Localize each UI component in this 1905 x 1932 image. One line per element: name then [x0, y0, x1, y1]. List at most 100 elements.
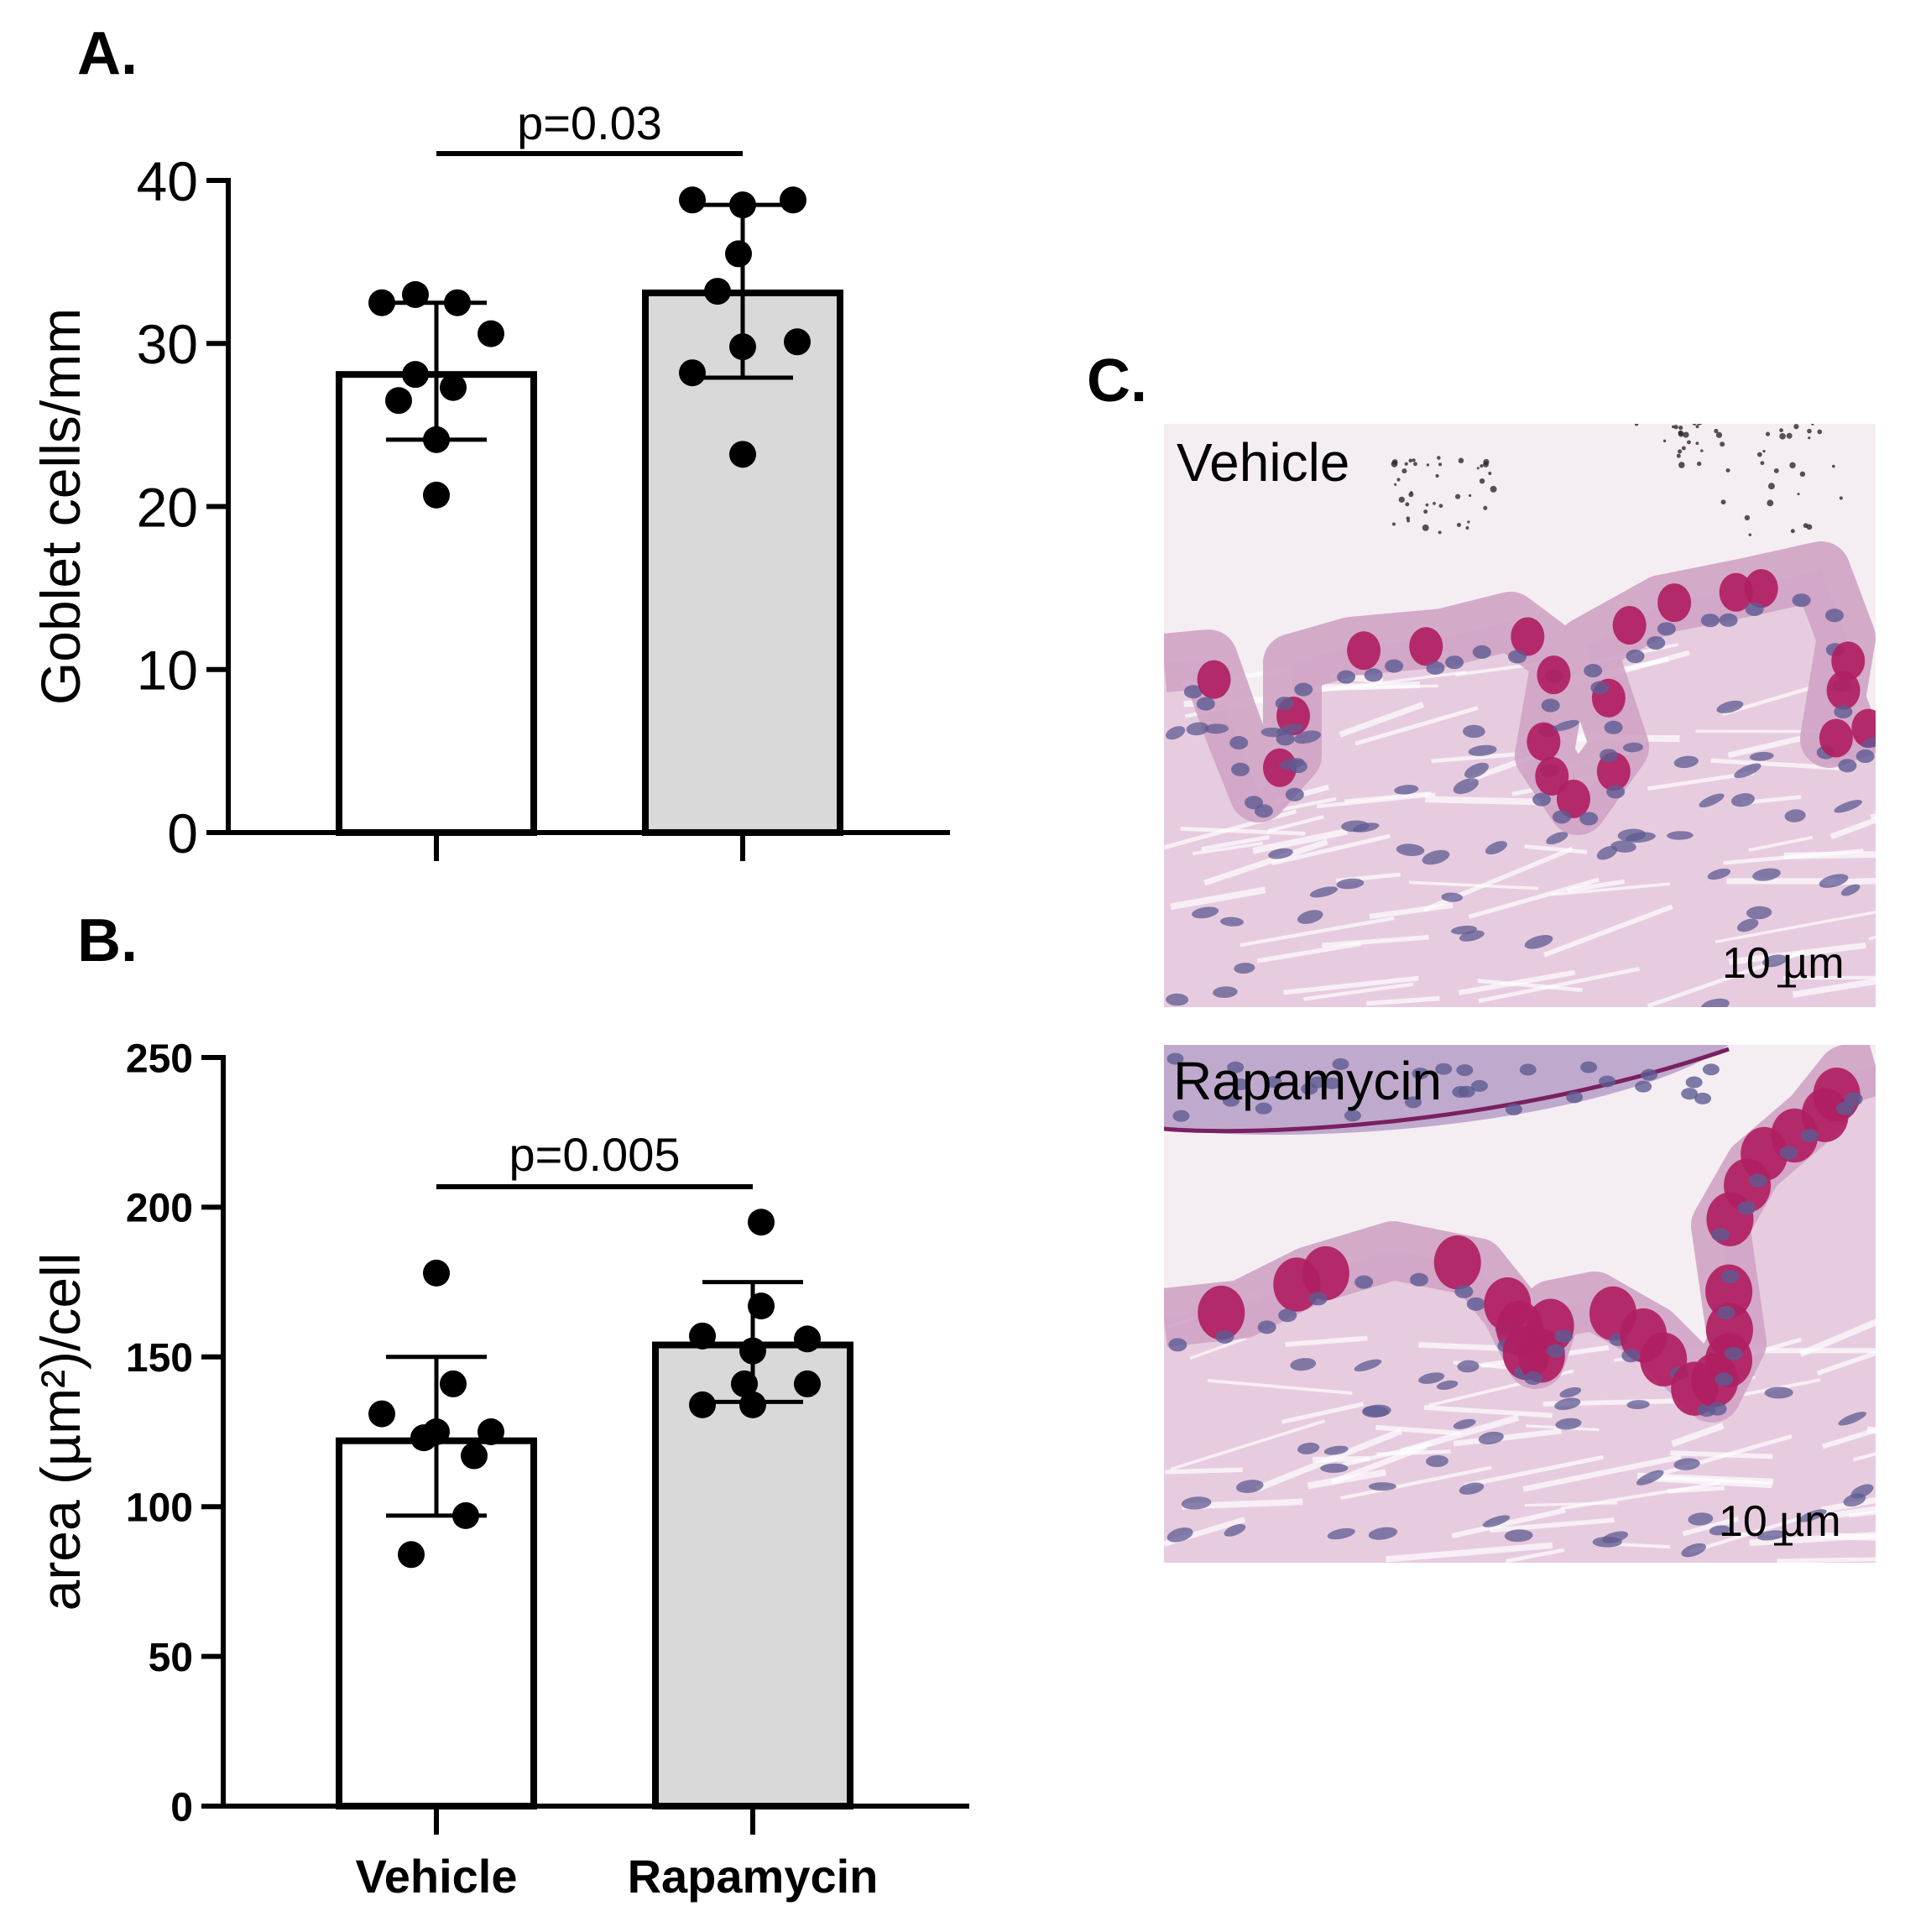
debris-speck — [1744, 514, 1751, 521]
stroma-fibre — [1170, 1419, 1326, 1471]
nucleus — [1748, 1173, 1767, 1188]
stromal-nucleus — [1309, 886, 1339, 898]
debris-speck — [1433, 502, 1436, 505]
y-tick-label: 0 — [170, 1785, 193, 1830]
goblet-cell — [1347, 631, 1381, 671]
debris-speck — [1676, 453, 1681, 458]
data-point-rapamycin — [748, 1292, 775, 1320]
debris-speck — [1695, 425, 1699, 429]
nucleus — [1227, 1061, 1245, 1073]
nucleus — [1657, 622, 1676, 636]
debris-speck — [1398, 496, 1405, 503]
stroma-fibre — [1366, 995, 1440, 1006]
y-tick-label: 100 — [126, 1486, 193, 1530]
debris-speck — [1714, 428, 1719, 434]
stroma-fibre — [1506, 1548, 1565, 1563]
stroma-fibre — [1870, 812, 1876, 820]
debris-speck — [1678, 449, 1683, 454]
nucleus — [1590, 681, 1610, 695]
data-point-rapamycin — [689, 1322, 716, 1350]
stromal-nucleus — [1320, 1463, 1349, 1473]
data-point-rapamycin — [725, 240, 752, 268]
stroma-fibre — [1478, 967, 1641, 1003]
stromal-nucleus — [1418, 1372, 1445, 1384]
nucleus — [1508, 650, 1527, 664]
debris-speck — [1694, 415, 1699, 420]
debris-speck — [1490, 485, 1497, 493]
stromal-nucleus — [1213, 986, 1238, 999]
y-tick-label: 30 — [137, 313, 198, 375]
nucleus — [1323, 1077, 1341, 1089]
debris-speck — [1396, 478, 1401, 482]
stromal-nucleus — [1396, 843, 1425, 856]
goblet-cell — [1831, 641, 1866, 681]
stroma-fibre — [1782, 975, 1876, 980]
stromal-nucleus — [1462, 724, 1485, 739]
stroma-fibre — [1369, 902, 1454, 920]
debris-speck — [1391, 461, 1398, 467]
nucleus — [1285, 787, 1304, 802]
stroma-fibre — [1418, 1342, 1510, 1352]
stromal-nucleus — [1764, 1386, 1793, 1399]
y-tick-label: 250 — [126, 1036, 193, 1081]
stromal-nucleus — [1784, 809, 1806, 822]
stromal-nucleus — [1716, 700, 1744, 713]
stroma-fibre — [1671, 1423, 1725, 1448]
goblet-cell — [1612, 606, 1647, 645]
debris-speck — [1697, 461, 1702, 467]
stromal-nucleus — [1234, 963, 1255, 974]
nucleus — [1505, 1103, 1522, 1115]
debris-speck — [1779, 428, 1783, 433]
nucleus — [1168, 1338, 1187, 1352]
debris-speck — [1410, 491, 1413, 494]
stromal-nucleus — [1268, 848, 1293, 859]
nucleus — [1714, 1372, 1734, 1386]
debris-speck — [1412, 458, 1416, 462]
nucleus — [1229, 736, 1249, 750]
stroma-fibre — [1714, 911, 1876, 943]
debris-speck — [1748, 533, 1752, 537]
stroma-fibre — [1567, 879, 1626, 893]
debris-speck — [1789, 462, 1796, 469]
debris-speck — [1789, 407, 1793, 410]
stromal-nucleus — [1166, 1527, 1193, 1543]
debris-speck — [1715, 431, 1723, 438]
debris-speck — [1438, 462, 1443, 467]
nucleus — [1337, 670, 1356, 684]
stromal-nucleus — [1297, 910, 1323, 924]
nucleus — [1294, 682, 1313, 697]
nucleus — [1834, 705, 1853, 719]
stroma-fibre — [1193, 841, 1264, 856]
debris-speck — [1687, 440, 1691, 445]
stroma-fibre — [1749, 1532, 1876, 1547]
stroma-fibre — [1682, 1517, 1740, 1537]
stromal-nucleus — [1596, 845, 1618, 860]
nucleus — [1532, 792, 1552, 807]
data-point-vehicle — [461, 1442, 488, 1470]
stroma-fibre — [1408, 880, 1539, 890]
stromal-nucleus — [1422, 849, 1450, 865]
data-point-vehicle — [440, 1370, 467, 1397]
nucleus — [1456, 1064, 1474, 1077]
stromal-nucleus — [1368, 1482, 1396, 1491]
nucleus — [1364, 668, 1383, 682]
debris-speck — [1720, 441, 1725, 447]
nucleus — [1344, 1110, 1361, 1122]
stromal-nucleus — [1394, 785, 1419, 795]
goblet-cell — [1537, 655, 1571, 695]
debris-speck — [1406, 516, 1411, 520]
stroma-fibre — [1852, 1452, 1876, 1462]
nucleus — [1566, 1091, 1584, 1104]
debris-speck — [1467, 520, 1470, 524]
stromal-nucleus — [1293, 730, 1322, 744]
stromal-nucleus — [1297, 1442, 1320, 1454]
stromal-nucleus — [1688, 1512, 1714, 1526]
nucleus — [1452, 1086, 1469, 1099]
goblet-cell — [1262, 748, 1297, 787]
nucleus — [1685, 1076, 1703, 1089]
nucleus — [1724, 1346, 1743, 1360]
stromal-nucleus — [1192, 906, 1219, 919]
data-point-vehicle — [410, 1424, 437, 1452]
y-axis-title: area (µm²)/cell — [29, 1253, 91, 1611]
debris-speck — [1673, 425, 1678, 430]
